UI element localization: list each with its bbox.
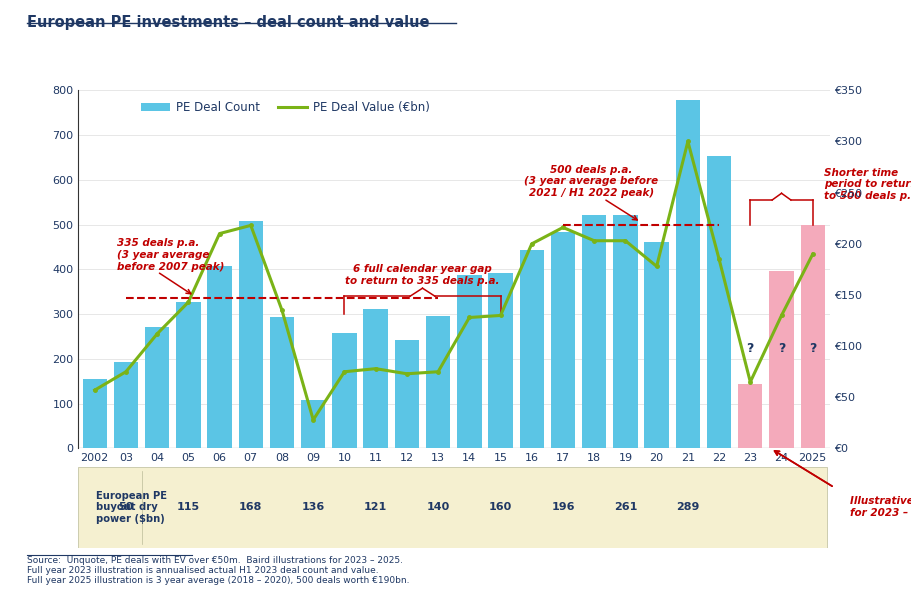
Bar (114, 362, 138, 448)
Bar (644, 242, 668, 448)
FancyBboxPatch shape (77, 467, 826, 548)
Bar (706, 156, 731, 448)
Text: 500 deals p.a.
(3 year average before
2021 / H1 2022 peak): 500 deals p.a. (3 year average before 20… (524, 164, 658, 197)
Text: Shorter time
period to return
to 500 deals p.a.: Shorter time period to return to 500 dea… (823, 168, 911, 201)
Text: 335 deals p.a.
(3 year average
before 2007 peak): 335 deals p.a. (3 year average before 20… (117, 238, 224, 272)
Legend: PE Deal Count, PE Deal Value (€bn): PE Deal Count, PE Deal Value (€bn) (136, 96, 435, 119)
Bar (332, 333, 356, 448)
Text: 168: 168 (239, 502, 262, 512)
Bar (425, 315, 450, 448)
Text: 50: 50 (118, 502, 133, 512)
Text: European PE
buyout dry
power ($bn): European PE buyout dry power ($bn) (97, 491, 167, 524)
Text: Illustrative data
for 2023 – 2025: Illustrative data for 2023 – 2025 (849, 497, 911, 518)
Bar (456, 275, 481, 448)
Bar (487, 273, 512, 448)
Bar (239, 221, 262, 448)
Text: 261: 261 (613, 502, 637, 512)
Bar (519, 250, 543, 448)
Bar (82, 379, 107, 448)
Text: 136: 136 (302, 502, 324, 512)
Text: 140: 140 (426, 502, 449, 512)
Bar (581, 216, 606, 448)
Text: European PE investments – deal count and value: European PE investments – deal count and… (27, 15, 429, 30)
Bar (737, 383, 762, 448)
Bar (675, 100, 700, 448)
Text: 6 full calendar year gap
to return to 335 deals p.a.: 6 full calendar year gap to return to 33… (345, 264, 499, 286)
Text: 289: 289 (675, 502, 699, 512)
Bar (207, 266, 231, 448)
Text: ?: ? (808, 342, 815, 355)
Bar (145, 327, 169, 448)
Text: ?: ? (746, 342, 753, 355)
Bar (769, 271, 793, 448)
Text: ?: ? (777, 342, 784, 355)
Bar (301, 400, 325, 448)
Bar (612, 216, 637, 448)
Bar (800, 225, 824, 448)
Bar (363, 309, 387, 448)
Bar (550, 232, 575, 448)
Text: 160: 160 (488, 502, 512, 512)
Text: 196: 196 (550, 502, 574, 512)
Text: 121: 121 (363, 502, 387, 512)
Bar (394, 340, 419, 448)
Text: Source:  Unquote, PE deals with EV over €50m.  Baird illustrations for 2023 – 20: Source: Unquote, PE deals with EV over €… (27, 556, 409, 586)
Bar (176, 302, 200, 448)
Text: 115: 115 (177, 502, 200, 512)
Bar (270, 317, 294, 448)
